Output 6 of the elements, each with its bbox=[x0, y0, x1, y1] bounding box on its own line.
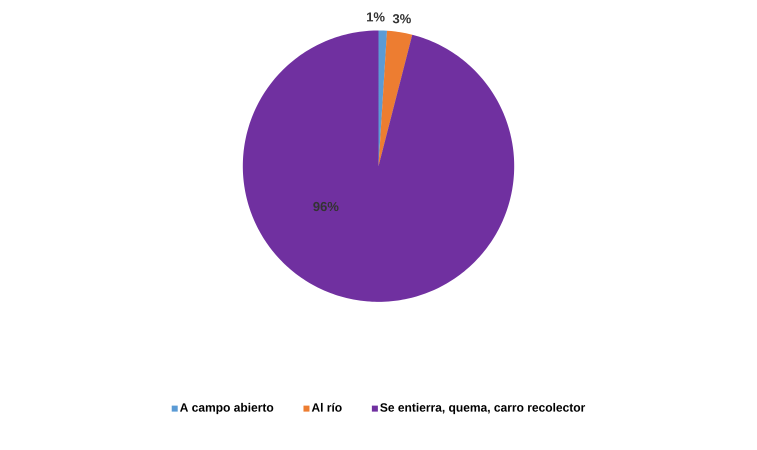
legend-label: A campo abierto bbox=[180, 402, 274, 414]
data-label: 1% bbox=[367, 12, 385, 22]
legend-label: Al río bbox=[312, 402, 342, 412]
data-label: 96% bbox=[313, 202, 339, 212]
legend-label: Se entierra, quema, carro recolector bbox=[380, 402, 586, 414]
data-label: 3% bbox=[392, 14, 411, 24]
